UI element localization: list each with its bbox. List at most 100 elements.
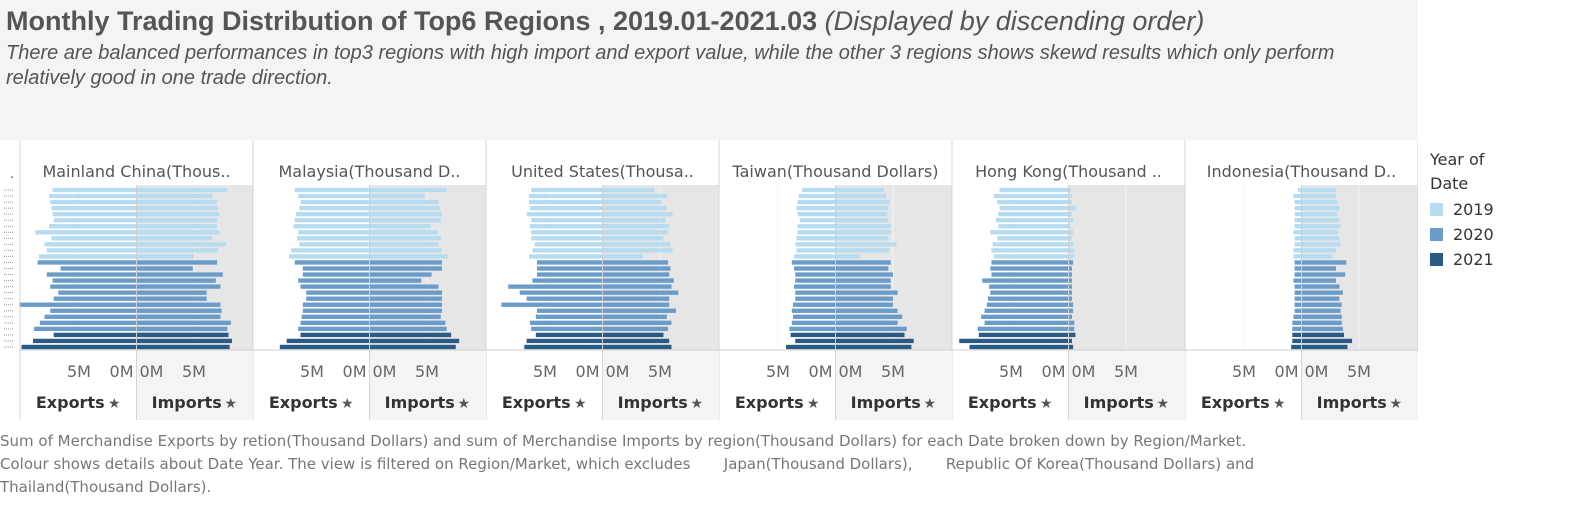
export-bar — [999, 187, 1069, 193]
export-bar — [959, 338, 1069, 344]
export-bar — [795, 296, 836, 301]
imports-column-label: Imports — [385, 393, 455, 412]
pin-icon[interactable]: ★ — [1156, 396, 1169, 412]
import-bar — [369, 314, 441, 319]
pin-icon[interactable]: ★ — [690, 396, 703, 412]
import-bar — [136, 308, 222, 313]
legend-label: 2019 — [1453, 200, 1494, 219]
import-bar — [136, 260, 217, 265]
tick-label: 5M — [182, 362, 206, 381]
import-bar — [136, 326, 228, 332]
import-bar — [1301, 242, 1341, 247]
import-bar — [136, 205, 219, 211]
export-bar — [1294, 205, 1302, 211]
import-bar — [1068, 248, 1075, 253]
legend-item-2020[interactable]: 2020 — [1430, 223, 1500, 246]
import-bar — [1068, 187, 1071, 193]
import-bar — [1068, 211, 1072, 217]
import-bar — [136, 199, 217, 205]
import-bar — [602, 338, 670, 344]
dashboard-header: Monthly Trading Distribution of Top6 Reg… — [0, 0, 1418, 140]
panel-title: United States(Thousa.. — [511, 162, 694, 181]
import-bar — [835, 272, 893, 277]
import-bar — [1068, 326, 1075, 332]
tick-label: 5M — [766, 362, 790, 381]
export-bar — [796, 236, 836, 241]
import-bar — [1068, 308, 1074, 313]
export-bar — [286, 338, 370, 344]
import-bar — [835, 296, 893, 301]
import-bar — [1068, 314, 1072, 319]
pin-icon[interactable]: ★ — [457, 396, 470, 412]
import-bar — [136, 338, 232, 344]
import-bar — [369, 284, 439, 289]
tick-label: 5M — [881, 362, 905, 381]
export-bar — [300, 332, 370, 338]
import-bar — [835, 332, 905, 338]
tick-label: 5M — [67, 362, 91, 381]
import-bar — [835, 290, 898, 295]
import-bar — [1068, 320, 1075, 326]
panel-title: Mainland China(Thous.. — [42, 162, 230, 181]
import-bar — [602, 296, 670, 301]
import-bar — [136, 242, 227, 247]
import-bar — [136, 290, 207, 295]
export-bar — [1294, 218, 1302, 223]
export-bar — [1293, 314, 1302, 319]
export-bar — [982, 278, 1069, 283]
export-bar — [298, 278, 370, 283]
tick-label: 5M — [999, 362, 1023, 381]
import-bar — [835, 199, 890, 205]
export-bar — [1294, 302, 1302, 307]
pin-icon[interactable]: ★ — [1040, 396, 1053, 412]
pin-icon[interactable]: ★ — [108, 396, 121, 412]
import-bar — [1301, 326, 1343, 332]
import-bar — [136, 224, 217, 229]
tick-label: 0M — [576, 362, 600, 381]
export-bar — [536, 272, 603, 277]
legend-item-2021[interactable]: 2021 — [1430, 248, 1500, 271]
pin-icon[interactable]: ★ — [224, 396, 237, 412]
import-bar — [1301, 272, 1346, 277]
export-bar — [791, 308, 836, 313]
pin-icon[interactable]: ★ — [1389, 396, 1402, 412]
export-bar — [301, 314, 370, 319]
import-bar — [1068, 254, 1075, 259]
export-bar — [53, 296, 137, 301]
exports-column-label: Exports — [36, 393, 105, 412]
import-bar — [602, 236, 664, 241]
export-bar — [536, 308, 603, 313]
import-bar — [369, 326, 447, 332]
import-bar — [1301, 187, 1336, 193]
pin-icon[interactable]: ★ — [1273, 396, 1286, 412]
export-bar — [1294, 224, 1302, 229]
import-bar — [369, 218, 441, 223]
export-bar — [1294, 272, 1302, 277]
exports-column-label: Exports — [968, 393, 1037, 412]
export-bar — [1293, 193, 1302, 199]
import-bar — [602, 272, 670, 277]
export-bar — [50, 308, 137, 313]
pin-icon[interactable]: ★ — [341, 396, 354, 412]
import-bar — [369, 193, 425, 199]
import-bar — [602, 254, 643, 259]
import-bar — [369, 260, 442, 265]
export-bar — [988, 296, 1069, 301]
export-bar — [791, 320, 836, 326]
pin-icon[interactable]: ★ — [807, 396, 820, 412]
import-bar — [136, 193, 213, 199]
import-bar — [1301, 248, 1336, 253]
export-bar — [1292, 338, 1302, 344]
import-bar — [835, 260, 891, 265]
export-bar — [46, 248, 137, 253]
legend-item-2019[interactable]: 2019 — [1430, 198, 1500, 221]
exports-column-label: Exports — [735, 393, 804, 412]
imports-column-label: Imports — [1084, 393, 1154, 412]
pin-icon[interactable]: ★ — [923, 396, 936, 412]
import-bar — [136, 320, 231, 326]
pin-icon[interactable]: ★ — [574, 396, 587, 412]
export-bar — [534, 242, 603, 247]
tick-label: 0M — [1275, 362, 1299, 381]
export-bar — [297, 236, 370, 241]
